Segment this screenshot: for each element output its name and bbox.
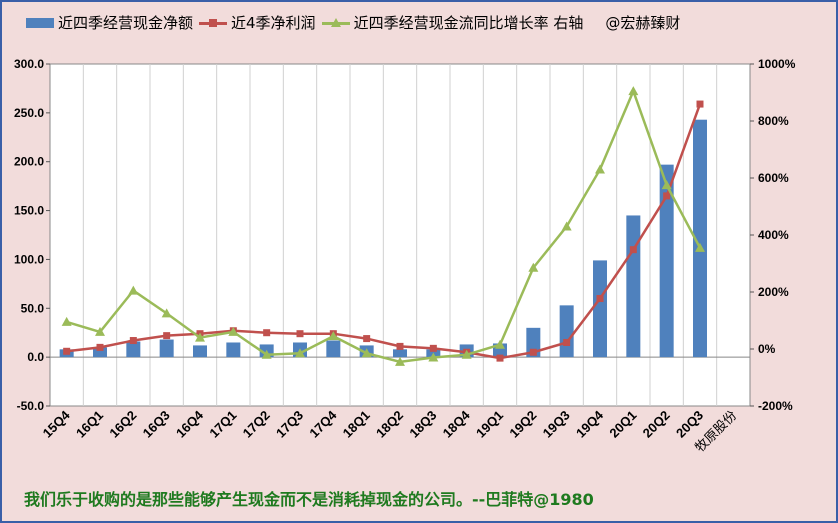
x-tick-label: 20Q1 [606, 408, 639, 441]
footer-quote: 我们乐于收购的是那些能够产生现金而不是消耗掉现金的公司。--巴菲特@1980 [24, 490, 594, 509]
legend-swatch-profit [199, 17, 228, 29]
x-tick-label: 15Q4 [40, 407, 74, 441]
y-left-tick-label: 300.0 [14, 57, 44, 71]
y-left-tick-label: 250.0 [14, 106, 44, 120]
y-right-tick-label: 600% [758, 171, 789, 185]
chart-legend: 近四季经营现金净额 近4季净利润 近四季经营现金流同比增长率 右轴 @宏赫臻财 [26, 12, 680, 33]
y-left-tick-label: 150.0 [14, 204, 44, 218]
marker-growth [361, 348, 372, 358]
x-tick-label: 18Q1 [340, 408, 373, 441]
legend-item-profit: 近4季净利润 [199, 12, 316, 33]
marker-profit [363, 335, 371, 343]
marker-profit [163, 332, 171, 340]
bar-cashflow [593, 260, 607, 358]
marker-growth [461, 349, 472, 359]
x-tick-label: 17Q1 [206, 408, 239, 441]
x-tick-label: 18Q3 [406, 408, 439, 441]
x-tick-label: 20Q2 [640, 408, 673, 441]
x-tick-label: 18Q2 [373, 408, 406, 441]
y-right-tick-label: 200% [758, 285, 789, 299]
line-profit [66, 103, 702, 360]
marker-growth [228, 326, 239, 336]
marker-profit [63, 347, 71, 355]
y-left-tick-label: 0.0 [27, 350, 44, 364]
marker-growth [595, 164, 605, 174]
x-tick-label: 17Q4 [306, 407, 340, 441]
y-right-tick-label: 1000% [758, 57, 796, 71]
x-tick-label: 17Q3 [273, 408, 306, 441]
bar-cashflow [93, 347, 107, 358]
marker-growth [528, 262, 539, 272]
marker-growth [61, 316, 72, 326]
y-left-tick-label: 200.0 [14, 155, 44, 169]
x-tick-label: 19Q1 [473, 408, 506, 441]
marker-growth [195, 332, 205, 342]
x-tick-label: 19Q3 [540, 408, 573, 441]
x-tick-label: 18Q4 [440, 407, 474, 441]
marker-growth [495, 339, 505, 349]
bar-cashflow [626, 215, 641, 358]
bar-cashflow [126, 341, 141, 358]
marker-growth [295, 348, 305, 358]
marker-profit [596, 295, 604, 303]
legend-label-profit: 近4季净利润 [231, 14, 316, 32]
x-tick-label: 16Q3 [140, 408, 173, 441]
bar-cashflow [226, 342, 241, 358]
marker-profit [496, 354, 504, 362]
legend-item-cashflow: 近四季经营现金净额 [26, 12, 193, 33]
marker-growth [128, 285, 139, 295]
bar-cashflow [326, 340, 341, 358]
marker-growth [328, 331, 339, 341]
y-left-tick-label: 50.0 [21, 301, 45, 315]
marker-growth [261, 349, 272, 359]
legend-item-growth: 近四季经营现金流同比增长率 右轴 [321, 12, 584, 33]
line-growth [66, 87, 702, 364]
y-right-tick-label: 400% [758, 228, 789, 242]
marker-profit [696, 100, 704, 108]
y-right-tick-label: 800% [758, 114, 789, 128]
x-tick-label: 16Q2 [106, 408, 139, 441]
marker-growth [628, 86, 639, 96]
bar-cashflow [159, 339, 174, 358]
marker-profit [129, 337, 137, 345]
y-left-tick-label: -50.0 [17, 399, 45, 413]
bar-cashflow [659, 164, 674, 358]
marker-growth [428, 352, 439, 362]
marker-profit [529, 348, 537, 356]
marker-growth [161, 308, 172, 318]
marker-growth [395, 356, 405, 366]
marker-profit [296, 330, 304, 338]
marker-profit [396, 342, 404, 350]
bar-cashflow [693, 119, 707, 358]
x-tick-label: 17Q2 [240, 408, 273, 441]
marker-growth [661, 180, 672, 190]
x-tick-label: 19Q2 [506, 408, 539, 441]
x-tick-label: 16Q1 [73, 408, 106, 441]
y-right-tick-label: -200% [758, 399, 793, 413]
marker-profit [429, 344, 437, 352]
marker-profit [563, 338, 571, 346]
bar-cashflow [193, 345, 207, 358]
bar-cashflow [393, 349, 407, 358]
x-tick-label: 19Q4 [573, 407, 607, 441]
legend-label-cashflow: 近四季经营现金净额 [58, 14, 194, 32]
marker-growth [695, 242, 705, 252]
marker-profit [263, 329, 271, 337]
x-tick-label: 16Q4 [173, 407, 207, 441]
bar-cashflow [559, 305, 574, 358]
legend-swatch-growth [321, 17, 350, 29]
marker-growth [95, 326, 105, 336]
y-right-tick-label: 0% [758, 342, 776, 356]
marker-profit [96, 343, 104, 351]
legend-swatch-bar [26, 17, 54, 28]
marker-profit [629, 246, 637, 254]
marker-growth [561, 221, 572, 231]
y-left-tick-label: 100.0 [14, 252, 44, 266]
watermark-text: @宏赫臻财 [605, 14, 681, 32]
marker-profit [663, 192, 671, 200]
legend-label-growth: 近四季经营现金流同比增长率 右轴 [353, 14, 584, 32]
